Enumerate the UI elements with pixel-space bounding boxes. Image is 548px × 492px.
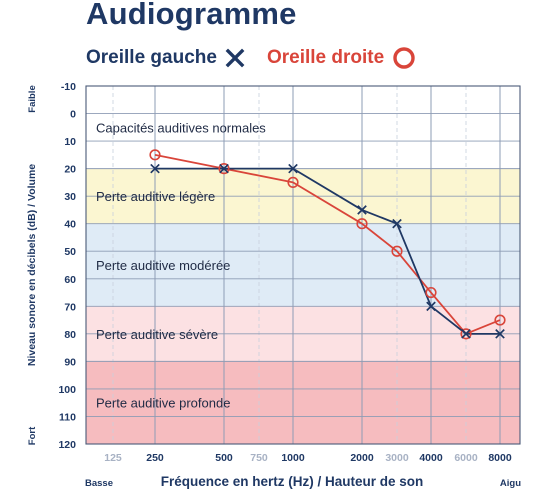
band-label: Perte auditive modérée [96, 258, 230, 273]
series-line [155, 167, 500, 335]
band-2 [86, 223, 520, 307]
left-ear-point [150, 163, 160, 174]
left-ear-point [392, 218, 402, 229]
right-ear-point [218, 163, 230, 175]
right-ear-point [425, 286, 437, 299]
y-tick-label: 90 [64, 356, 76, 368]
x-tick-label: 125 [104, 452, 122, 464]
left-ear-point [461, 329, 471, 339]
x-tick-label: 3000 [385, 452, 409, 464]
series-layer [149, 149, 506, 340]
y-tick-label: 20 [64, 164, 76, 176]
right-ear-point [287, 176, 299, 188]
x-tick-label: 1000 [281, 452, 305, 464]
legend-left-ear-label: Oreille gauche [86, 47, 217, 68]
plot-frame [85, 85, 521, 445]
grid-lines [85, 85, 521, 445]
cross-icon [225, 48, 245, 68]
band-label: Perte auditive profonde [96, 396, 230, 411]
right-ear-point [494, 314, 506, 326]
y-axis-title: Niveau sonore en décibels (dB) / Volume [26, 164, 38, 366]
y-tick-label: 40 [64, 219, 76, 231]
y-tick-label: 70 [64, 301, 76, 313]
band-label: Capacités auditives normales [96, 120, 266, 135]
x-tick-label: 500 [215, 452, 233, 464]
right-ear-point [356, 218, 368, 230]
circle-icon [393, 47, 415, 69]
right-ear-point [391, 245, 403, 257]
x-tick-label: 6000 [454, 452, 478, 464]
y-bottom-label: Fort [27, 426, 38, 445]
band-labels: Capacités auditives normales Perte auditi… [96, 120, 266, 410]
band-label: Perte auditive sévère [96, 327, 218, 342]
x-tick-label: 8000 [488, 452, 512, 464]
y-tick-label: 30 [64, 191, 76, 203]
y-top-label: Faible [27, 85, 38, 112]
left-ear-point [426, 301, 436, 312]
right-ear-point [149, 149, 161, 161]
y-tick-label: -10 [61, 81, 76, 93]
left-ear-point [219, 163, 229, 174]
chart-title: Audiogramme [86, 0, 297, 31]
x-left-label: Basse [85, 478, 113, 489]
legend-right-ear-label: Oreille droite [266, 47, 385, 68]
series-line [154, 153, 501, 335]
x-axis-title: Fréquence en hertz (Hz) / Hauteur de son [161, 474, 424, 489]
y-tick-label: 110 [59, 411, 76, 423]
y-tick-label: 50 [64, 246, 76, 258]
y-tick-label: 0 [70, 109, 76, 121]
x-tick-label: 2000 [350, 452, 374, 464]
y-tick-label: 120 [58, 439, 76, 451]
x-tick-label: 250 [146, 452, 164, 464]
y-tick-label: 100 [58, 384, 76, 396]
x-right-label: Aigu [500, 478, 521, 489]
y-tick-label: 10 [64, 136, 76, 148]
x-tick-label: 750 [250, 452, 268, 464]
axis-labels: -10 0 10 20 30 40 50 60 70 80 90 100 110 120 125 250 500… [26, 81, 521, 489]
x-tick-label: 4000 [419, 452, 443, 464]
right-ear-point [460, 328, 472, 340]
y-tick-label: 80 [64, 329, 76, 341]
y-tick-label: 60 [64, 274, 76, 286]
left-ear-point [288, 163, 298, 174]
left-ear-point [357, 205, 367, 215]
left-ear-point [495, 329, 505, 339]
legend: Oreille gauche Oreille droite [86, 46, 416, 70]
band-label: Perte auditive légère [96, 189, 215, 204]
band-4 [86, 361, 520, 444]
hearing-loss-bands [86, 86, 520, 444]
